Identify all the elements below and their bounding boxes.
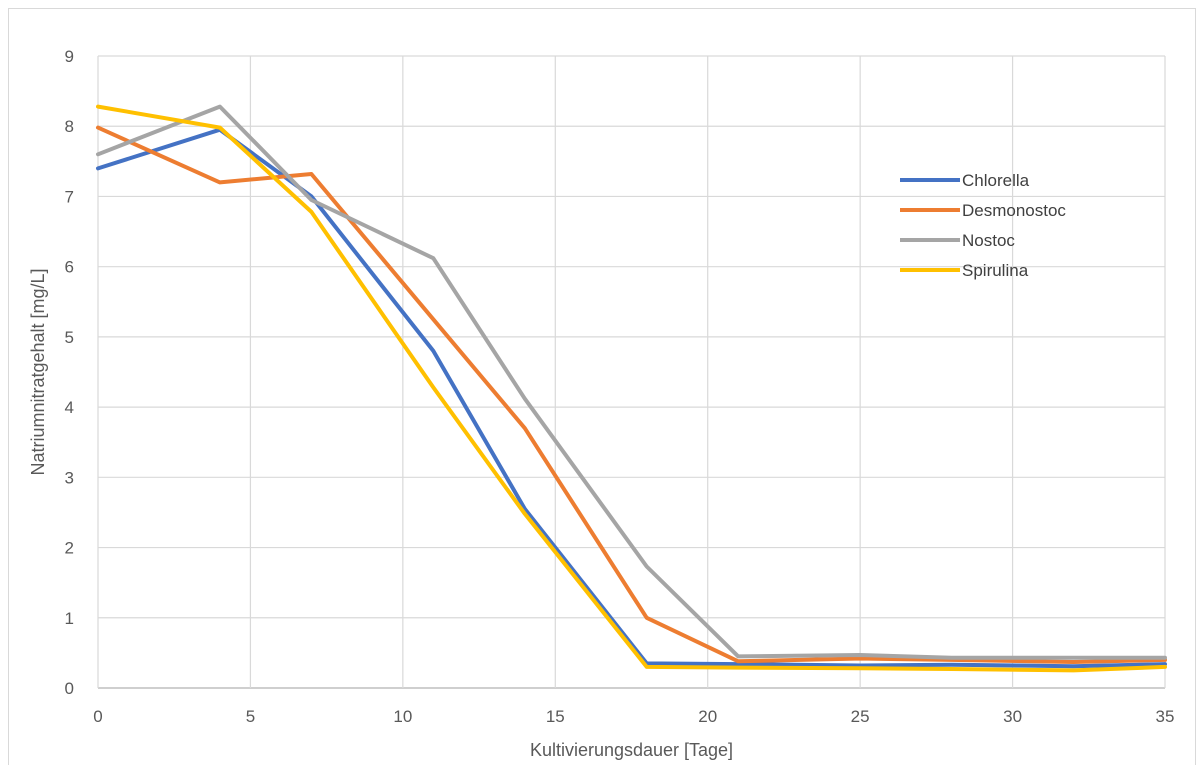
y-tick-label: 3 (65, 468, 74, 487)
x-tick-label: 15 (546, 707, 565, 726)
x-tick-label: 25 (851, 707, 870, 726)
series-line-nostoc (96, 104, 1167, 660)
y-axis-title: Natriumnitratgehalt [mg/L] (28, 268, 48, 475)
series-lines (96, 104, 1167, 673)
x-tick-label: 5 (246, 707, 255, 726)
legend-label: Nostoc (962, 231, 1015, 250)
series-line-desmonostoc (96, 125, 1167, 664)
x-tick-label: 0 (93, 707, 102, 726)
x-tick-label: 10 (393, 707, 412, 726)
y-tick-label: 5 (65, 328, 74, 347)
gridlines (97, 55, 1166, 689)
series-line-spirulina (96, 104, 1167, 673)
x-tick-label: 20 (698, 707, 717, 726)
y-tick-label: 8 (65, 117, 74, 136)
series-line-chlorella (96, 127, 1167, 669)
x-axis-title: Kultivierungsdauer [Tage] (530, 740, 733, 760)
x-tick-label: 30 (1003, 707, 1022, 726)
legend-label: Chlorella (962, 171, 1030, 190)
y-tick-label: 2 (65, 539, 74, 558)
chart-frame (8, 8, 1196, 765)
y-tick-label: 0 (65, 679, 74, 698)
x-tick-label: 35 (1156, 707, 1175, 726)
y-tick-label: 6 (65, 258, 74, 277)
y-tick-label: 9 (65, 47, 74, 66)
y-tick-label: 7 (65, 187, 74, 206)
axes: 0 1 2 3 4 5 6 7 8 9 0 5 10 15 20 25 30 35 (65, 47, 1175, 726)
legend-label: Spirulina (962, 261, 1029, 280)
y-tick-label: 4 (65, 398, 74, 417)
legend-label: Desmonostoc (962, 201, 1066, 220)
y-tick-label: 1 (65, 609, 74, 628)
legend: Chlorella Desmonostoc Nostoc Spirulina (900, 171, 1066, 280)
